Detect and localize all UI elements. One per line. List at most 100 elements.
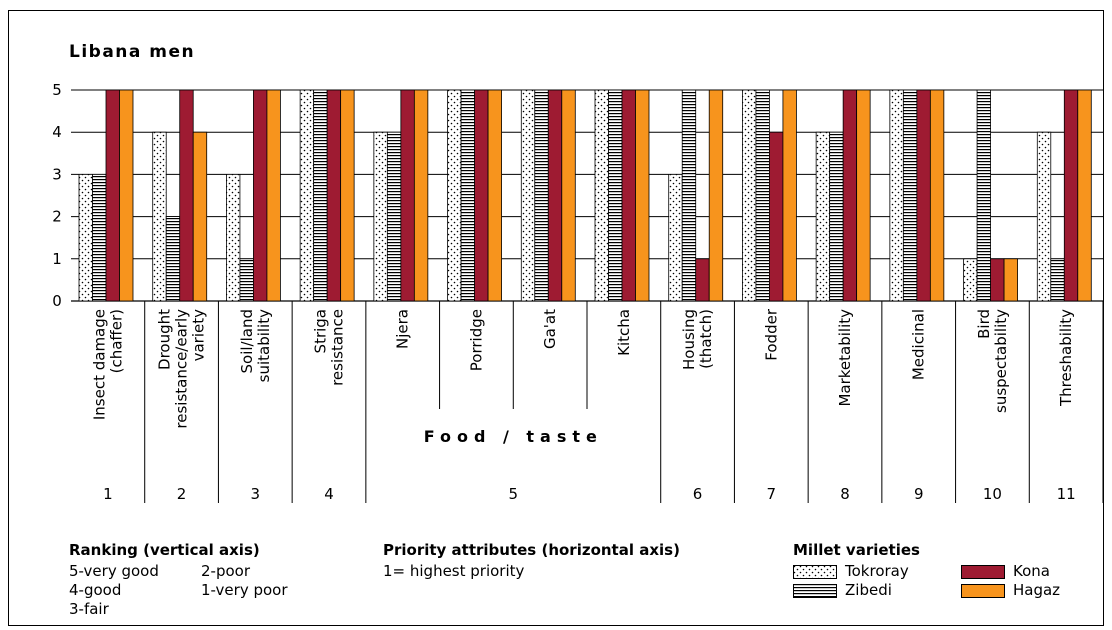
bar-zibedi xyxy=(313,89,328,302)
bar-chart: Libana men 0 1 2 3 4 5 Insect damage (chaffer) D… xyxy=(52,42,1103,503)
bar-hagaz xyxy=(782,89,797,302)
y-tick-label: 5 xyxy=(52,81,62,99)
bar-tokroray xyxy=(520,89,536,302)
category-label: Medicinal xyxy=(910,309,928,380)
bar-kona xyxy=(326,89,342,302)
priority-rank: 5 xyxy=(509,485,519,503)
priority-rank: 3 xyxy=(251,485,261,503)
bar-hagaz xyxy=(487,89,502,302)
bar-kona xyxy=(695,258,710,302)
bar-hagaz xyxy=(856,89,871,302)
priority-title: Priority attributes (horizontal axis) xyxy=(383,541,680,559)
zibedi-swatch xyxy=(793,583,837,598)
bar-kona xyxy=(1063,89,1079,302)
category-label: Ga'at xyxy=(541,309,559,349)
bar-zibedi xyxy=(608,89,623,302)
chart-title: Libana men xyxy=(69,42,195,62)
bar-hagaz xyxy=(1003,258,1018,302)
bar-hagaz xyxy=(1077,89,1092,302)
bar-tokroray xyxy=(963,258,978,302)
category-label: Marketability xyxy=(836,309,854,407)
bar-kona xyxy=(769,131,784,302)
y-tick-label: 1 xyxy=(52,250,62,268)
tokroray-swatch xyxy=(793,564,837,579)
bar-zibedi xyxy=(976,89,991,302)
bar-tokroray xyxy=(742,89,757,302)
bar-hagaz xyxy=(119,89,134,302)
priority-rank: 9 xyxy=(914,485,924,503)
bar-zibedi xyxy=(902,89,918,302)
bar-tokroray xyxy=(594,89,609,302)
bar-hagaz xyxy=(929,89,945,302)
bar-kona xyxy=(621,89,636,302)
legend-tokroray: Tokroray xyxy=(845,562,909,580)
category-label: variety xyxy=(190,309,208,362)
bar-tokroray xyxy=(78,173,93,302)
bar-tokroray xyxy=(447,89,462,302)
bar-kona xyxy=(990,258,1005,302)
bar-hagaz xyxy=(413,89,429,302)
priority-rank: 10 xyxy=(983,485,1002,503)
bar-tokroray xyxy=(668,173,683,302)
category-label: Fodder xyxy=(762,308,780,361)
bar-hagaz xyxy=(561,89,576,302)
varieties-legend: Millet varieties Tokroray Kona Zibedi Ha… xyxy=(793,541,1093,600)
category-label: Porridge xyxy=(467,309,485,371)
bar-hagaz xyxy=(266,89,281,302)
category-label: Kitcha xyxy=(615,309,633,356)
bar-kona xyxy=(916,89,931,302)
legend-kona: Kona xyxy=(1013,562,1050,580)
category-label: Soil/land xyxy=(238,309,256,373)
bar-tokroray xyxy=(889,89,904,302)
bar-kona xyxy=(474,89,489,302)
ranking-item: 4-good xyxy=(69,581,122,599)
bar-kona xyxy=(400,89,415,302)
bar-zibedi xyxy=(386,131,402,302)
priority-rank: 7 xyxy=(767,485,777,503)
bar-kona xyxy=(253,89,268,302)
priority-note: 1= highest priority xyxy=(383,562,525,580)
bar-tokroray xyxy=(815,131,831,302)
category-label: Housing xyxy=(680,309,698,370)
ranking-item: 3-fair xyxy=(69,600,109,618)
bar-hagaz xyxy=(708,89,724,302)
priority-rank: 11 xyxy=(1057,485,1076,503)
category-label: Bird xyxy=(975,309,993,339)
category-label: suitability xyxy=(255,309,273,382)
category-label: Njera xyxy=(394,309,412,349)
hagaz-swatch xyxy=(961,583,1005,598)
legend-hagaz: Hagaz xyxy=(1013,581,1061,599)
category-label: Drought xyxy=(156,309,174,370)
priority-rank: 8 xyxy=(840,485,850,503)
ranking-item: 5-very good xyxy=(69,562,159,580)
kona-swatch xyxy=(961,564,1005,579)
bar-tokroray xyxy=(1036,131,1052,302)
bar-tokroray xyxy=(152,131,167,302)
legend-zibedi: Zibedi xyxy=(845,581,892,599)
bar-zibedi xyxy=(534,89,549,302)
y-tick-label: 2 xyxy=(52,208,62,226)
bar-zibedi xyxy=(1050,258,1065,302)
bar-tokroray xyxy=(226,173,241,302)
ranking-legend: Ranking (vertical axis) 5-very good 2-poo… xyxy=(69,541,359,619)
category-label: suspectability xyxy=(992,309,1010,413)
priority-legend: Priority attributes (horizontal axis) 1=… xyxy=(383,541,763,581)
priority-rank: 6 xyxy=(693,485,703,503)
bar-zibedi xyxy=(755,89,770,302)
bar-zibedi xyxy=(92,173,107,302)
bar-tokroray xyxy=(373,131,388,302)
bar-zibedi xyxy=(681,89,697,302)
category-label: Insect damage xyxy=(90,309,108,420)
category-label: Striga xyxy=(312,309,330,353)
priority-rank: 4 xyxy=(324,485,334,503)
bar-kona xyxy=(105,89,120,302)
bar-tokroray xyxy=(299,89,315,302)
category-label: resistance xyxy=(329,309,347,386)
bar-hagaz xyxy=(192,131,208,302)
y-tick-label: 0 xyxy=(52,292,62,310)
bar-kona xyxy=(179,89,194,302)
bar-hagaz xyxy=(340,89,355,302)
bar-zibedi xyxy=(239,258,254,302)
ranking-item: 1-very poor xyxy=(201,581,288,599)
priority-rank: 2 xyxy=(177,485,187,503)
